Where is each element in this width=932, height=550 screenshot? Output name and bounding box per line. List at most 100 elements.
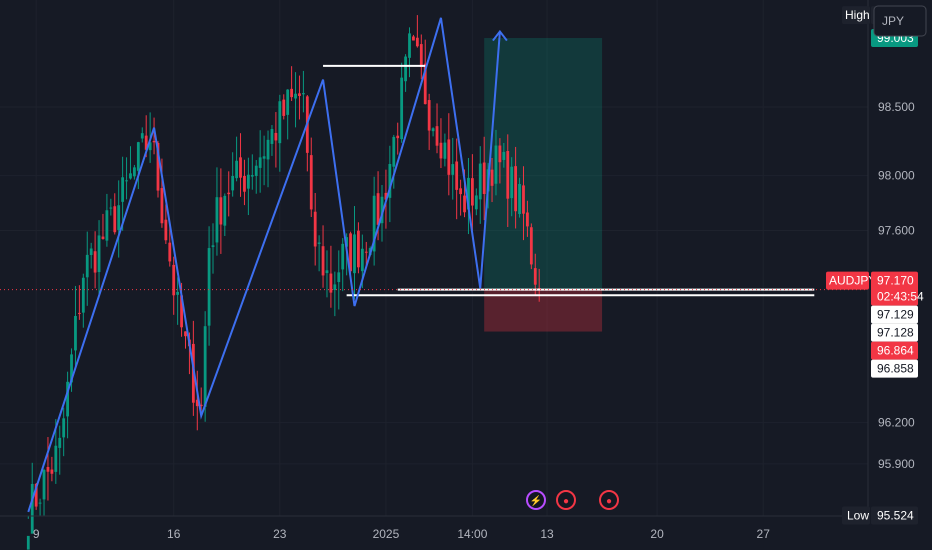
candle-body xyxy=(227,192,231,195)
candle-body xyxy=(34,483,38,507)
time-tick-label: 27 xyxy=(757,527,771,541)
candle-body xyxy=(38,502,42,504)
price-tag-box xyxy=(871,341,918,360)
candle-body xyxy=(262,156,266,159)
candle-body xyxy=(266,139,270,160)
time-tick-label: 2025 xyxy=(373,527,400,541)
candle-body xyxy=(459,188,462,195)
candle-body xyxy=(81,277,85,313)
price-tag: 97.129 xyxy=(877,308,914,322)
candle-body xyxy=(246,174,250,189)
grid xyxy=(0,0,868,516)
candle-body xyxy=(514,166,518,212)
candle-body xyxy=(498,145,502,163)
candle-body xyxy=(105,210,109,241)
candle-body xyxy=(502,151,506,160)
event-marker-icon[interactable] xyxy=(556,490,576,510)
candle-body xyxy=(451,164,455,175)
price-tag-box xyxy=(871,323,918,342)
event-marker-glyph: ● xyxy=(563,496,569,507)
price-tag: 97.128 xyxy=(877,326,914,340)
candle-body xyxy=(184,331,187,337)
candle-body xyxy=(274,132,278,141)
candle-body xyxy=(349,233,352,272)
candle-body xyxy=(400,77,404,140)
candle-body xyxy=(258,157,262,168)
event-marker-icon[interactable] xyxy=(526,490,546,510)
candle-body xyxy=(144,135,148,150)
zigzag-line[interactable] xyxy=(27,17,501,513)
candle-body xyxy=(435,126,439,146)
candle-body xyxy=(321,246,325,276)
candle-body xyxy=(329,273,333,293)
candle-body xyxy=(518,184,521,215)
candle-body xyxy=(50,469,54,474)
candle-body xyxy=(85,254,89,278)
symbol-label-box xyxy=(826,271,869,290)
price-tag-box xyxy=(871,305,918,324)
event-markers[interactable]: ⚡ ● ● xyxy=(526,490,619,510)
candle-body xyxy=(74,315,77,351)
candle-body xyxy=(423,63,427,105)
candle-body xyxy=(313,211,317,247)
candle-body xyxy=(309,155,313,210)
time-tick-label: 13 xyxy=(540,527,554,541)
candle-body xyxy=(439,142,443,159)
current-price-tag-box xyxy=(871,271,918,306)
candle-body xyxy=(62,418,66,438)
candle-body xyxy=(121,177,125,202)
candle-body xyxy=(46,467,50,472)
candle-body xyxy=(404,56,407,82)
candle-body xyxy=(89,248,93,256)
event-marker-icon[interactable] xyxy=(599,490,619,510)
price-tags: High99.170Low95.52499.003AUDJPY97.17002:… xyxy=(826,6,924,525)
price-tag-box xyxy=(871,359,918,378)
price-tag: 96.858 xyxy=(877,362,914,376)
candle-body xyxy=(117,205,121,230)
candle-body xyxy=(474,195,478,210)
candle-body xyxy=(168,242,172,262)
time-tick-label: 9 xyxy=(33,527,40,541)
candle-body xyxy=(317,242,321,244)
profit-zone[interactable] xyxy=(484,38,603,290)
candle-body xyxy=(427,100,431,131)
time-axis[interactable]: 9 16 23 2025 14:00 13 20 27 xyxy=(0,515,868,541)
candle-body xyxy=(172,264,176,296)
currency-label: JPY xyxy=(882,14,904,28)
candle-body xyxy=(431,128,435,132)
candle-body xyxy=(30,483,34,534)
candle-body xyxy=(510,166,514,199)
candle-body xyxy=(152,140,156,143)
low-value: 95.524 xyxy=(877,508,914,522)
candle-body xyxy=(164,219,168,241)
candle-body xyxy=(231,175,235,191)
candle-body xyxy=(341,243,345,270)
long-position-tool[interactable] xyxy=(484,38,603,332)
candle-body xyxy=(278,101,282,144)
candle-body xyxy=(353,234,356,274)
zigzag-drawing[interactable] xyxy=(27,17,508,513)
high-label: High xyxy=(845,8,870,22)
candle-body xyxy=(419,44,423,68)
candle-body xyxy=(463,195,466,213)
candle-body xyxy=(148,142,152,151)
event-marker-glyph: ⚡ xyxy=(530,494,542,507)
candle-body xyxy=(286,89,290,115)
candle-body xyxy=(294,93,297,99)
time-tick-label: 20 xyxy=(650,527,664,541)
price-axis[interactable]: 98.500 98.000 97.600 96.200 95.900 xyxy=(878,100,915,471)
candle-body xyxy=(176,291,180,295)
candle-body xyxy=(388,163,392,198)
candle-body xyxy=(97,235,101,273)
stop-zone[interactable] xyxy=(484,289,603,332)
candle-body xyxy=(415,37,419,47)
candle-body xyxy=(396,135,400,139)
symbol-label: AUDJPY xyxy=(829,274,876,288)
candle-body xyxy=(337,272,341,283)
currency-button[interactable] xyxy=(873,5,927,37)
candle-body xyxy=(140,133,144,139)
candle-body xyxy=(101,236,105,239)
